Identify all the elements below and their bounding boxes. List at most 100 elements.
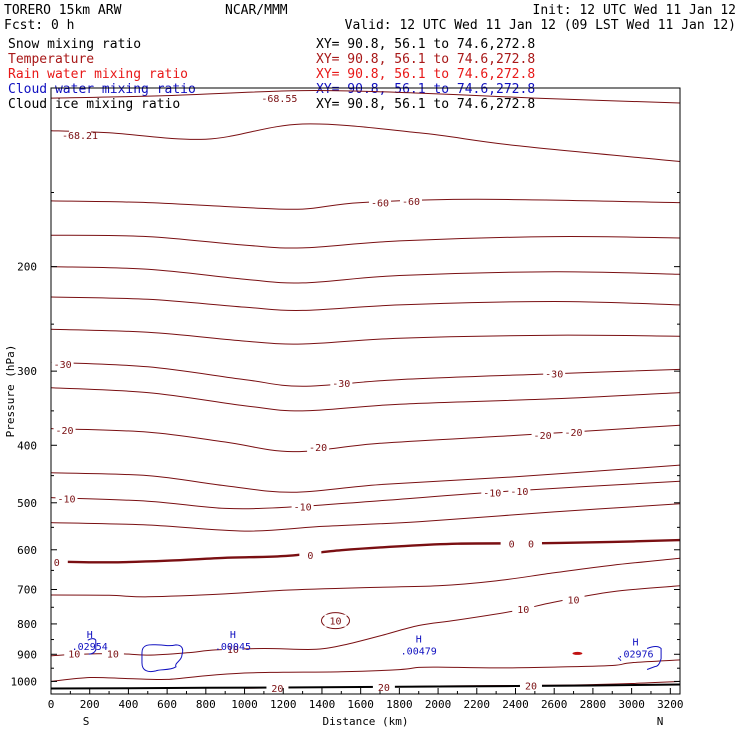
isotherm-label-bg — [508, 485, 531, 498]
legend-field-name: Cloud water mixing ratio — [8, 82, 196, 97]
x-tick-label: 600 — [157, 698, 177, 711]
isotherm-label-bg — [512, 602, 535, 615]
isotherm-label-bg — [369, 196, 392, 209]
isotherm-label: -30 — [332, 379, 350, 390]
isotherm-line — [51, 296, 680, 311]
cloud-water-max-marker: H — [87, 630, 93, 641]
isotherm-label: -60 — [402, 197, 420, 208]
isotherm-closed-contour — [321, 612, 351, 630]
x-tick-label: 3000 — [618, 698, 645, 711]
isotherm-label-bg — [221, 643, 244, 656]
isotherm-label: -10 — [483, 488, 501, 499]
cloud-water-contour — [646, 645, 662, 670]
legend-field-xy: XY= 90.8, 56.1 to 74.6,272.8 — [316, 67, 535, 82]
isotherm-line — [51, 659, 680, 682]
x-tick-label: 2800 — [580, 698, 607, 711]
isotherm-label-bg — [53, 424, 76, 437]
cloud-water-max-value: .02976 — [617, 649, 653, 660]
x-tick-label: 1200 — [270, 698, 297, 711]
x-tick-label: 800 — [196, 698, 216, 711]
isotherm-label-bg — [519, 537, 542, 550]
terrain-surface-line — [51, 683, 680, 690]
isotherm-label-bg — [543, 367, 566, 380]
y-tick-label: 500 — [17, 497, 37, 510]
isotherm-label: -60 — [371, 199, 389, 210]
x-tick-label: 1400 — [309, 698, 336, 711]
legend-field-xy: XY= 90.8, 56.1 to 74.6,272.8 — [316, 82, 535, 97]
isotherm-label-bg — [51, 358, 74, 371]
legend-field-xy: XY= 90.8, 56.1 to 74.6,272.8 — [316, 37, 535, 52]
plot-frame — [50, 87, 681, 695]
isotherm-label-bg — [481, 486, 504, 499]
isotherm-line — [51, 123, 680, 162]
start-endpoint-label: S — [83, 715, 90, 728]
isotherm-label: 0 — [54, 558, 60, 569]
cloud-water-contour — [617, 657, 622, 662]
y-tick-label: 400 — [17, 439, 37, 452]
x-tick-label: 400 — [118, 698, 138, 711]
isotherm-line — [51, 361, 680, 387]
x-tick-label: 1600 — [347, 698, 374, 711]
isotherm-line — [51, 387, 680, 412]
x-tick-label: 0 — [48, 698, 55, 711]
isotherm-line — [51, 557, 680, 598]
isotherm-label-bg — [64, 647, 85, 660]
org-label: NCAR/MMM — [225, 3, 288, 18]
isotherm-label: -30 — [545, 370, 563, 381]
isotherm-label: -10 — [57, 495, 75, 506]
x-tick-label: 1000 — [231, 698, 258, 711]
isotherm-label-bg — [519, 679, 542, 692]
isotherm-line — [51, 234, 680, 249]
isotherm-label-bg — [330, 376, 353, 389]
isotherm-label-bg — [500, 537, 523, 550]
isotherm-label-bg — [562, 593, 585, 606]
isotherm-label: 10 — [517, 605, 529, 616]
isotherm-label-bg — [291, 500, 314, 513]
contour-layer — [51, 90, 680, 690]
isotherm-label: -30 — [54, 360, 72, 371]
isotherm-label: 10 — [568, 596, 580, 607]
isotherm-label-bg — [324, 614, 347, 627]
isotherm-label-bg — [372, 680, 395, 693]
legend-field-xy: XY= 90.8, 56.1 to 74.6,272.8 — [316, 52, 535, 67]
y-axis-label: Pressure (hPa) — [4, 345, 17, 438]
isotherm-label-bg — [307, 441, 330, 454]
legend-field-name: Temperature — [8, 52, 94, 67]
isotherm-line — [51, 328, 680, 345]
cloud-water-max-marker: H — [416, 634, 422, 645]
x-tick-label: 3200 — [657, 698, 684, 711]
forecast-hour: Fcst: 0 h — [4, 18, 74, 33]
isotherm-label: 0 — [509, 539, 515, 550]
isotherm-line — [51, 585, 680, 657]
cloud-water-contour — [141, 644, 184, 673]
y-tick-label: 900 — [17, 648, 37, 661]
isotherm-line — [51, 266, 680, 284]
end-endpoint-label: N — [657, 715, 664, 728]
isotherm-label-bg — [399, 194, 422, 207]
isotherm-label-bg — [299, 548, 322, 561]
y-tick-label: 300 — [17, 365, 37, 378]
isotherm-label-bg — [101, 647, 124, 660]
legend-field-xy: XY= 90.8, 56.1 to 74.6,272.8 — [316, 97, 535, 112]
isotherm-label: -20 — [56, 426, 74, 437]
y-tick-label: 800 — [17, 618, 37, 631]
isotherm-label: -68.55 — [261, 94, 297, 105]
x-axis-label: Distance (km) — [322, 715, 408, 728]
init-time: Init: 12 UTC Wed 11 Jan 12 — [533, 3, 737, 18]
isotherm-label: 0 — [528, 539, 534, 550]
plot-area: -68.55 -68.21 -60 -60 -30 -30 -30 -20 -20 -20 -20 -… — [45, 90, 680, 695]
isotherm-label-bg — [268, 92, 291, 105]
cloud-water-max-marker: H — [230, 630, 236, 641]
isotherm-label: 20 — [271, 684, 283, 695]
isotherm-label-bg — [562, 426, 585, 439]
isotherm-label-bg — [55, 492, 78, 505]
x-tick-label: 2000 — [425, 698, 452, 711]
cloud-water-max-value: .00045 — [215, 642, 251, 653]
isotherm-label: 10 — [329, 617, 341, 628]
valid-time: Valid: 12 UTC Wed 11 Jan 12 (09 LST Wed … — [345, 18, 736, 33]
legend-field-name: Rain water mixing ratio — [8, 67, 188, 82]
isotherm-label-bg — [531, 428, 554, 441]
axes: 0 200 400 600 800 1000 1200 1400 1600 1800 2000 220… — [4, 87, 684, 728]
